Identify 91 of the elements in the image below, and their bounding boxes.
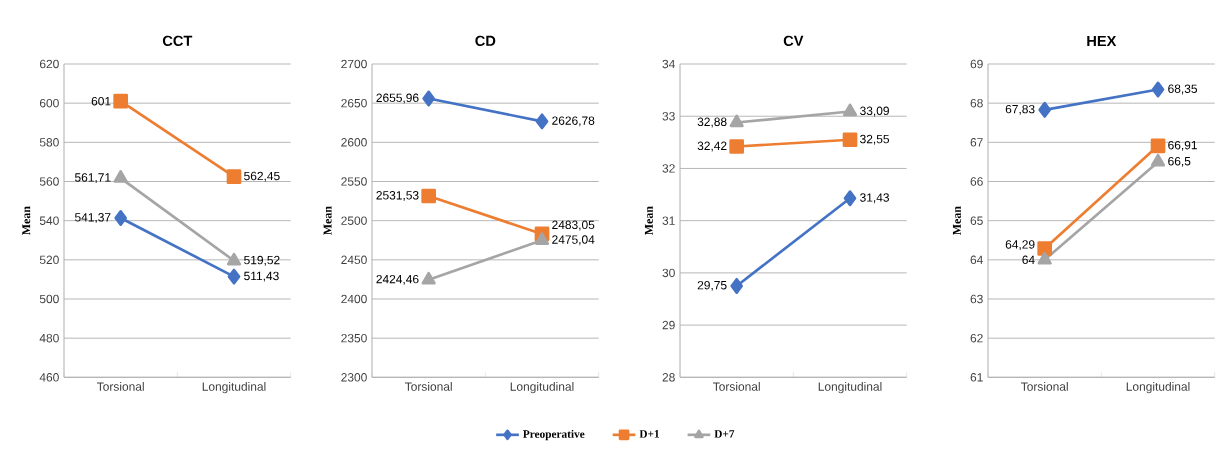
chart-title: CCT	[162, 35, 193, 46]
data-label: 32,55	[860, 134, 890, 145]
data-label: 2531,53	[376, 191, 419, 201]
x-tick-label: Torsional	[713, 382, 760, 391]
x-tick-label: Torsional	[405, 382, 452, 391]
y-tick-label: 63	[970, 294, 983, 304]
y-axis-title: Mean	[323, 206, 332, 236]
data-label: 66,91	[1168, 140, 1197, 151]
y-tick-label: 69	[970, 59, 983, 69]
point	[842, 132, 858, 148]
y-tick-label: 32	[662, 164, 675, 173]
y-tick-label: 540	[39, 216, 59, 225]
point	[1151, 81, 1165, 98]
legend-label: D+7	[714, 430, 735, 438]
y-tick-label: 67	[970, 138, 983, 147]
y-tick-label: 61	[970, 373, 983, 382]
data-label: 541,37	[74, 213, 111, 223]
data-label: 561,71	[74, 173, 111, 184]
point	[535, 113, 549, 130]
data-label: 67,83	[1005, 104, 1035, 115]
y-tick-label: 2600	[341, 138, 367, 147]
point	[114, 209, 128, 226]
data-label: 2475,04	[552, 235, 595, 246]
point	[730, 277, 744, 294]
data-label: 2655,96	[376, 93, 419, 104]
y-tick-label: 28	[662, 373, 675, 382]
y-tick-label: 480	[39, 333, 59, 343]
legend-label: D+1	[639, 430, 660, 438]
x-tick-label: Longitudinal	[510, 382, 574, 394]
chart-title: HEX	[1087, 35, 1117, 46]
data-label: 2483,05	[552, 220, 595, 231]
y-tick-label: 2400	[341, 294, 367, 304]
y-axis-title: Mean	[644, 206, 653, 236]
y-tick-label: 34	[662, 59, 675, 69]
y-tick-label: 2350	[341, 333, 367, 343]
y-tick-label: 62	[970, 333, 983, 343]
data-label: 2424,46	[376, 274, 419, 285]
y-tick-label: 2300	[341, 373, 367, 382]
data-label: 32,42	[697, 141, 727, 152]
chart-title: CV	[783, 35, 804, 47]
point	[843, 190, 857, 207]
y-tick-label: 580	[39, 138, 59, 147]
y-tick-label: 520	[39, 255, 59, 265]
legend-label: Preoperative	[523, 429, 585, 441]
point	[421, 188, 437, 204]
data-label: 519,52	[244, 255, 280, 266]
y-axis-title: Mean	[22, 206, 31, 236]
x-tick-label: Longitudinal	[202, 382, 266, 394]
y-tick-label: 2450	[341, 255, 367, 265]
data-label: 32,88	[697, 117, 727, 128]
data-label: 29,75	[697, 281, 727, 291]
y-tick-label: 64	[970, 255, 983, 265]
y-tick-label: 2550	[341, 177, 367, 186]
x-tick-label: Longitudinal	[1126, 382, 1190, 394]
data-label: 33,09	[860, 106, 889, 117]
y-tick-label: 620	[39, 59, 59, 69]
data-label: 511,43	[244, 271, 279, 282]
data-label: 68,35	[1168, 84, 1198, 95]
point	[226, 169, 242, 185]
y-tick-label: 460	[39, 373, 59, 382]
point	[113, 93, 129, 109]
data-label: 66,5	[1168, 156, 1191, 167]
data-label: 31,43	[860, 193, 889, 204]
y-tick-label: 2700	[341, 59, 367, 69]
x-tick-label: Torsional	[1021, 382, 1068, 391]
y-tick-label: 560	[39, 177, 59, 186]
data-label: 64	[1022, 255, 1035, 265]
point	[729, 139, 745, 154]
y-tick-label: 29	[662, 320, 675, 330]
y-tick-label: 600	[39, 98, 59, 108]
x-tick-label: Longitudinal	[818, 382, 882, 394]
y-tick-label: 31	[662, 216, 675, 225]
point	[1038, 101, 1052, 118]
y-tick-label: 2650	[341, 98, 367, 108]
y-tick-label: 66	[970, 177, 983, 186]
data-label: 601	[91, 96, 111, 106]
y-tick-label: 65	[970, 216, 983, 225]
point	[227, 268, 241, 285]
y-tick-label: 2500	[341, 216, 367, 225]
y-tick-label: 500	[39, 294, 59, 304]
y-tick-label: 68	[970, 98, 983, 108]
chart-title: CD	[475, 35, 496, 47]
data-label: 2626,78	[552, 116, 595, 127]
y-axis-title: Mean	[952, 206, 961, 236]
data-label: 64,29	[1005, 240, 1035, 251]
y-tick-label: 33	[662, 111, 675, 121]
point	[1150, 138, 1166, 154]
data-label: 562,45	[244, 171, 280, 182]
x-tick-label: Torsional	[97, 382, 144, 391]
y-tick-label: 30	[662, 268, 675, 278]
point	[422, 90, 436, 107]
